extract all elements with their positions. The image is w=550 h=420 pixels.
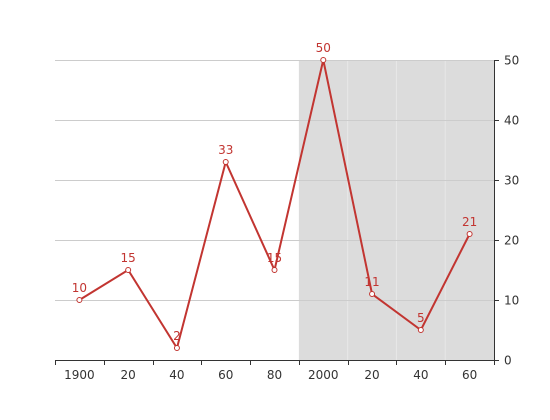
grid-layer [55, 60, 494, 301]
x-tick-label: 1900 [64, 368, 95, 382]
y-tick-label: 10 [504, 294, 519, 308]
data-label: 5 [417, 311, 425, 325]
data-label: 33 [218, 143, 233, 157]
x-tick-label: 80 [267, 368, 282, 382]
data-label: 10 [72, 281, 87, 295]
data-point [417, 327, 424, 333]
y-tick-label: 50 [504, 54, 519, 68]
x-tick-label: 20 [121, 368, 136, 382]
data-point [76, 297, 83, 303]
y-tick-label: 0 [504, 354, 512, 368]
data-point [125, 267, 132, 273]
data-point [369, 291, 376, 297]
series-layer [76, 57, 473, 351]
data-label: 50 [316, 41, 331, 55]
data-point [466, 231, 473, 237]
data-label: 2 [173, 329, 181, 343]
label-layer: 10 15 2 33 15 50 11 5 21 [72, 41, 478, 343]
shaded-band-layer [298, 60, 494, 360]
x-tick-label: 60 [218, 368, 233, 382]
x-tick-label: 2000 [308, 368, 339, 382]
x-tick-label: 60 [462, 368, 477, 382]
data-point [222, 159, 229, 165]
y-axis: 0 10 20 30 40 50 [494, 54, 519, 368]
data-point [271, 267, 278, 273]
data-label: 15 [121, 251, 136, 265]
x-tick-label: 40 [169, 368, 184, 382]
y-tick-label: 20 [504, 234, 519, 248]
y-tick-label: 40 [504, 114, 519, 128]
data-point [173, 345, 180, 351]
data-label: 11 [364, 275, 379, 289]
y-tick-label: 30 [504, 174, 519, 188]
x-axis: 1900 20 40 60 80 2000 20 40 60 [55, 360, 495, 382]
x-tick-label: 40 [413, 368, 428, 382]
data-point [320, 57, 327, 63]
data-label: 21 [462, 215, 477, 229]
data-label: 15 [267, 251, 282, 265]
x-tick-label: 20 [364, 368, 379, 382]
